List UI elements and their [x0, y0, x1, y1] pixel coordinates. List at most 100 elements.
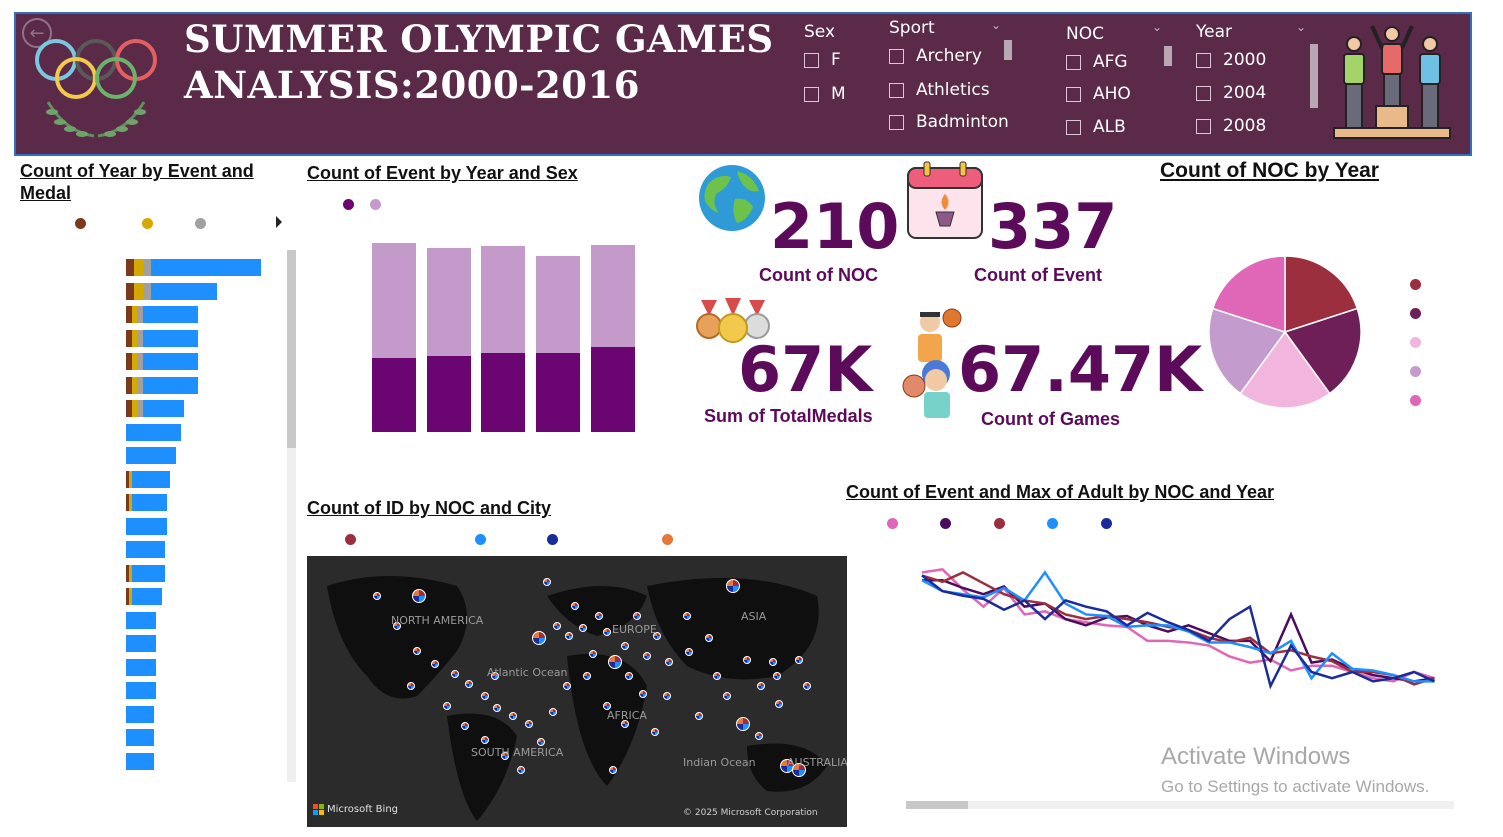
- map-bubble[interactable]: [639, 690, 647, 698]
- bar-segment-medal[interactable]: [137, 376, 143, 394]
- checkbox[interactable]: [1196, 52, 1211, 68]
- map-bubble[interactable]: [509, 712, 517, 720]
- bar-segment-event[interactable]: [150, 282, 217, 300]
- bar-segment-medal[interactable]: [142, 259, 151, 276]
- bar-chart-scrollbar-track[interactable]: [287, 250, 296, 782]
- pie-slice[interactable]: [1284, 255, 1359, 334]
- chevron-down-icon[interactable]: ⌄: [991, 18, 1002, 32]
- bar-segment-medal[interactable]: [131, 306, 137, 323]
- map-bubble[interactable]: [726, 579, 740, 593]
- bar-segment-medal[interactable]: [137, 329, 143, 347]
- column-segment[interactable]: [536, 352, 580, 432]
- line-chart-scrollbar-track[interactable]: [906, 801, 1454, 809]
- map-bubble[interactable]: [803, 682, 811, 690]
- map-bubble[interactable]: [461, 722, 469, 730]
- bar-segment-event[interactable]: [142, 329, 198, 347]
- bar-segment-medal[interactable]: [128, 470, 132, 488]
- bar-segment-event[interactable]: [142, 353, 198, 370]
- bar-segment-medal[interactable]: [137, 306, 143, 323]
- map-bubble[interactable]: [643, 652, 651, 660]
- bar-segment-medal[interactable]: [126, 329, 132, 347]
- line-series[interactable]: [922, 578, 1435, 683]
- bar-segment-event[interactable]: [126, 705, 154, 723]
- pie-slice[interactable]: [1211, 255, 1286, 334]
- slicer-year-scrollbar[interactable]: [1310, 44, 1318, 108]
- bar-segment-medal[interactable]: [126, 400, 132, 417]
- checkbox[interactable]: [804, 52, 819, 68]
- slicer-noc-item-afg[interactable]: AFG: [1066, 52, 1128, 72]
- bar-segment-medal[interactable]: [126, 470, 129, 488]
- checkbox[interactable]: [804, 86, 819, 102]
- pie-slice[interactable]: [1239, 330, 1331, 409]
- bar-segment-medal[interactable]: [131, 376, 137, 394]
- map-bubble[interactable]: [413, 647, 421, 655]
- checkbox[interactable]: [1196, 118, 1211, 134]
- map-bubble[interactable]: [723, 692, 731, 700]
- world-map[interactable]: NORTH AMERICA Atlantic Ocean SOUTH AMERI…: [307, 556, 847, 827]
- bar-segment-medal[interactable]: [137, 353, 143, 370]
- legend-next-arrow-icon[interactable]: [276, 216, 282, 228]
- pie-slice[interactable]: [1208, 307, 1287, 395]
- map-bubble[interactable]: [736, 717, 750, 731]
- bar-segment-event[interactable]: [142, 400, 184, 417]
- slicer-noc-scrollbar[interactable]: [1164, 46, 1172, 66]
- bar-segment-event[interactable]: [126, 635, 157, 652]
- map-bubble[interactable]: [695, 712, 703, 720]
- bar-segment-event[interactable]: [126, 658, 157, 676]
- map-bubble[interactable]: [465, 680, 473, 688]
- map-bubble[interactable]: [755, 732, 763, 740]
- map-bubble[interactable]: [579, 624, 587, 632]
- map-bubble[interactable]: [713, 672, 721, 680]
- checkbox[interactable]: [1196, 85, 1211, 101]
- map-bubble[interactable]: [565, 632, 573, 640]
- checkbox[interactable]: [889, 48, 904, 64]
- checkbox[interactable]: [889, 114, 904, 130]
- checkbox[interactable]: [889, 82, 904, 98]
- line-series[interactable]: [921, 574, 1436, 690]
- back-arrow-icon[interactable]: ←: [22, 18, 52, 48]
- bar-segment-medal[interactable]: [126, 306, 132, 323]
- line-chart-scrollbar-thumb[interactable]: [906, 801, 968, 809]
- column-segment[interactable]: [481, 246, 525, 353]
- map-bubble[interactable]: [493, 704, 501, 712]
- pie-slice[interactable]: [1283, 307, 1362, 395]
- map-bubble[interactable]: [491, 672, 499, 680]
- map-bubble[interactable]: [743, 656, 751, 664]
- bar-segment-event[interactable]: [142, 376, 198, 394]
- column-segment[interactable]: [591, 347, 635, 432]
- bar-segment-medal[interactable]: [128, 494, 132, 511]
- bar-segment-medal[interactable]: [126, 353, 132, 370]
- map-bubble[interactable]: [795, 656, 803, 664]
- bar-segment-medal[interactable]: [126, 376, 132, 394]
- map-bubble[interactable]: [625, 672, 633, 680]
- map-bubble[interactable]: [553, 622, 561, 630]
- map-bubble[interactable]: [775, 700, 783, 708]
- bar-segment-medal[interactable]: [126, 588, 129, 605]
- bar-segment-medal[interactable]: [142, 282, 151, 300]
- map-bubble[interactable]: [525, 720, 533, 728]
- bar-chart-scrollbar-thumb[interactable]: [287, 250, 296, 448]
- slicer-noc-item-aho[interactable]: AHO: [1066, 84, 1131, 104]
- chevron-down-icon[interactable]: ⌄: [1152, 20, 1163, 34]
- bar-segment-medal[interactable]: [134, 259, 143, 276]
- bar-segment-event[interactable]: [126, 752, 154, 770]
- bar-segment-event[interactable]: [126, 541, 165, 558]
- map-bubble[interactable]: [621, 720, 629, 728]
- map-bubble[interactable]: [563, 682, 571, 690]
- map-bubble[interactable]: [792, 763, 806, 777]
- checkbox[interactable]: [1066, 54, 1081, 70]
- map-bubble[interactable]: [769, 658, 777, 666]
- bar-segment-event[interactable]: [126, 517, 168, 535]
- bar-segment-medal[interactable]: [137, 400, 143, 417]
- map-bubble[interactable]: [773, 672, 781, 680]
- bar-segment-medal[interactable]: [128, 564, 132, 582]
- column-segment[interactable]: [481, 352, 525, 432]
- bar-segment-medal[interactable]: [131, 400, 137, 417]
- bar-segment-medal[interactable]: [131, 329, 137, 347]
- checkbox[interactable]: [1066, 86, 1081, 102]
- bar-segment-event[interactable]: [126, 423, 181, 441]
- map-bubble[interactable]: [633, 612, 641, 620]
- bar-segment-event[interactable]: [131, 470, 170, 488]
- bar-segment-event[interactable]: [126, 447, 176, 464]
- map-bubble[interactable]: [501, 752, 509, 760]
